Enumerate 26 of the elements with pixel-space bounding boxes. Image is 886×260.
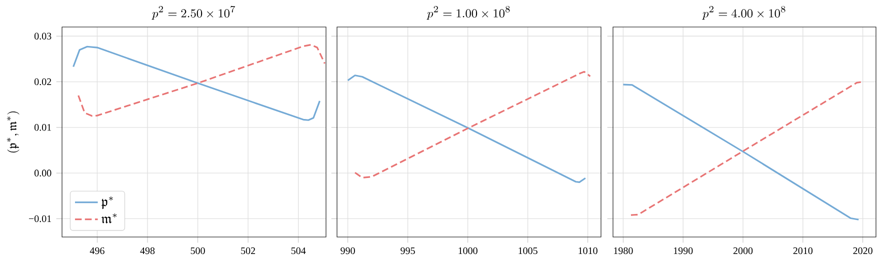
x-tick-label: 2000	[733, 247, 753, 254]
x-tick-label: 995	[400, 247, 415, 254]
legend-label: $\mathfrak{p}^*$	[101, 196, 113, 210]
x-tick-label: 1990	[674, 247, 693, 254]
y-axis-title: $(\mathfrak{p}^*, \mathfrak{m}^*)$	[6, 112, 20, 152]
y-tick-label: 0.01	[34, 124, 52, 131]
x-tick-label: 504	[291, 247, 306, 254]
x-tick-label: 2010	[793, 247, 813, 254]
legend-label: $\mathfrak{m}^*$	[101, 213, 117, 224]
y-tick-label: 0.00	[34, 170, 52, 176]
chart-title: $p^2 = 4.00 \times 10^8$	[702, 6, 786, 20]
x-tick-label: 1000	[458, 247, 478, 254]
x-tick-label: 1010	[578, 247, 598, 254]
chart-title: $p^2 = 1.00 \times 10^8$	[426, 6, 510, 20]
x-tick-label: 990	[340, 247, 355, 254]
y-tick-label: 0.02	[34, 78, 52, 86]
x-tick-label: 1005	[518, 247, 538, 254]
x-tick-label: 2020	[853, 247, 872, 254]
x-tick-label: 496	[90, 247, 104, 254]
chart-title: $p^2 = 2.50 \times 10^7$	[152, 6, 236, 20]
x-tick-label: 502	[241, 247, 256, 254]
x-tick-label: 1980	[614, 247, 633, 254]
y-tick-label: −0.01	[28, 215, 52, 222]
y-tick-label: 0.03	[34, 32, 52, 40]
x-tick-label: 500	[190, 247, 205, 254]
x-tick-label: 498	[140, 247, 155, 254]
